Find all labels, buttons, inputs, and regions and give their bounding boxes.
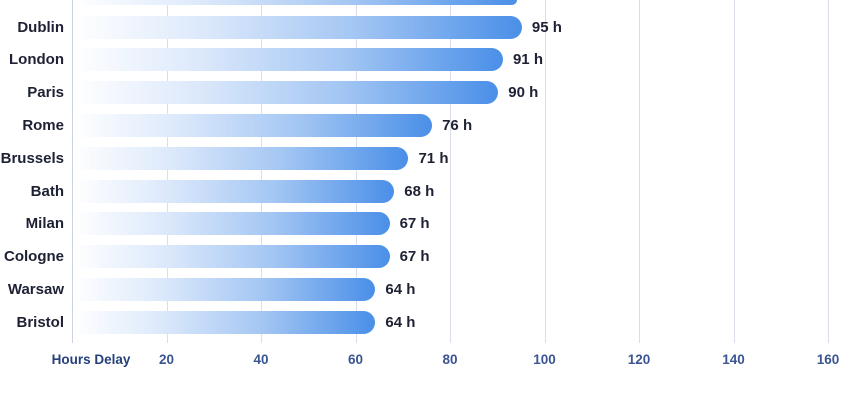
category-label-rome: Rome [22, 116, 64, 134]
category-label-london: London [9, 51, 64, 69]
gridline-160 [828, 0, 829, 343]
value-label-milan: 67 h [399, 215, 430, 233]
value-label-bristol: 64 h [385, 313, 416, 331]
category-label-cologne: Cologne [4, 248, 64, 266]
x-tick-label-40: 40 [253, 352, 269, 367]
gridline-40 [261, 0, 262, 343]
value-label-paris: 90 h [508, 84, 539, 102]
value-label-cologne: 67 h [399, 248, 430, 266]
value-label-rome: 76 h [442, 116, 473, 134]
bar-paris [73, 81, 499, 105]
x-tick-label-100: 100 [533, 352, 556, 367]
x-tick-label-160: 160 [816, 352, 840, 367]
bar-bath [73, 179, 395, 203]
category-label-bristol: Bristol [16, 313, 64, 331]
bar-bristol [73, 310, 376, 334]
x-tick-label-140: 140 [722, 352, 745, 367]
bar-warsaw [73, 277, 376, 301]
x-tick-label-20: 20 [158, 352, 175, 367]
bar-rome [73, 113, 433, 137]
bar-cologne [73, 245, 390, 269]
cropped-bar-top [73, 0, 518, 5]
category-label-warsaw: Warsaw [7, 280, 64, 298]
value-label-bath: 68 h [404, 182, 435, 200]
bar-brussels [73, 146, 409, 170]
category-label-paris: Paris [27, 84, 64, 102]
y-axis-line [72, 0, 73, 343]
gridline-20 [166, 0, 168, 343]
category-label-milan: Milan [25, 215, 64, 233]
x-tick-label-120: 120 [627, 352, 651, 367]
x-tick-label-80: 80 [442, 352, 458, 367]
bar-dublin [73, 15, 522, 39]
x-tick-label-60: 60 [347, 352, 364, 367]
bar-milan [73, 212, 390, 236]
gridline-120 [639, 0, 640, 343]
category-label-bath: Bath [30, 182, 64, 200]
category-label-brussels: Brussels [0, 149, 64, 167]
bar-london [73, 48, 503, 72]
category-label-dublin: Dublin [17, 18, 64, 36]
value-label-warsaw: 64 h [385, 280, 416, 298]
value-label-brussels: 71 h [418, 149, 449, 167]
value-label-dublin: 95 h [531, 18, 562, 36]
x-axis-title: Hours Delay [51, 352, 131, 367]
gridline-140 [733, 0, 735, 343]
gridline-60 [355, 0, 357, 343]
gridline-80 [450, 0, 451, 343]
value-label-london: 91 h [512, 51, 543, 69]
gridline-100 [544, 0, 546, 343]
